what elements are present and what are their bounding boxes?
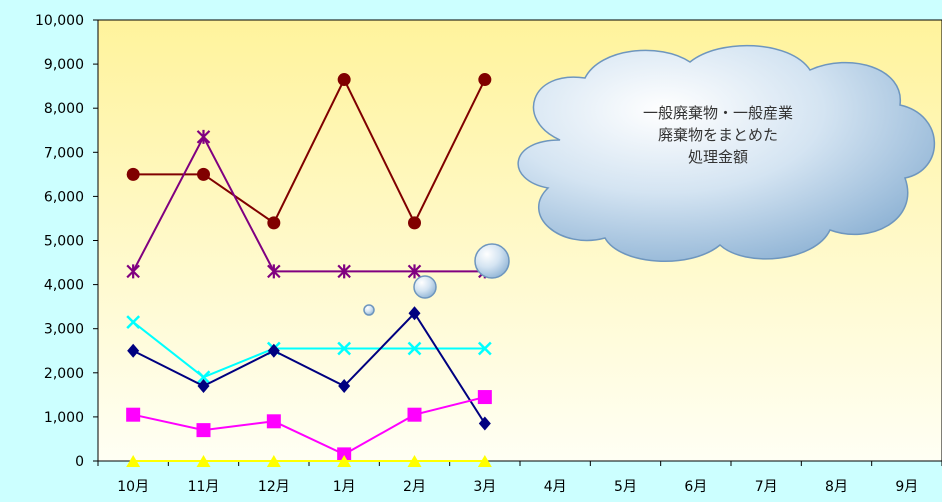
- series-line: [132, 396, 486, 456]
- x-tick-label: 5月: [614, 479, 637, 495]
- data-point: [197, 379, 210, 394]
- cloud-bubble-medium: [413, 275, 437, 299]
- cloud-text-line: 一般廃棄物・一般産業: [643, 104, 793, 122]
- x-tick-label: 8月: [825, 479, 848, 495]
- series-1: [126, 73, 492, 230]
- x-tick-label: 11月: [188, 479, 220, 495]
- x-tick-label: 9月: [895, 479, 918, 495]
- data-point: [337, 73, 351, 87]
- data-point: [196, 370, 211, 385]
- data-point: [196, 455, 211, 467]
- y-tick-label: 7,000: [44, 145, 84, 161]
- series-line: [132, 321, 485, 379]
- y-axis: 0 1,000 2,000 3,000 4,000 5,000 6,000 7,000 8,00…: [35, 13, 98, 470]
- data-point: [407, 264, 422, 279]
- y-tick-label: 6,000: [44, 189, 84, 205]
- cloud-annotation: 一般廃棄物・一般産業廃棄物をまとめた処理金額: [643, 104, 793, 166]
- series-layer: [126, 73, 492, 467]
- cloud-shape: [517, 44, 936, 262]
- cloud-text-line: 廃棄物をまとめた: [658, 126, 778, 144]
- cloud-text-line: 処理金額: [688, 148, 748, 166]
- series-3: [126, 315, 492, 385]
- data-point: [337, 455, 352, 467]
- cloud-bubble-small: [363, 304, 375, 316]
- x-axis: 10月 11月 12月 1月 2月 3月 4月 5月 6月 7月 8月 9月: [97, 461, 942, 495]
- y-tick-label: 1,000: [44, 410, 84, 426]
- y-tick-label: 10,000: [35, 13, 84, 29]
- series-4: [127, 306, 491, 431]
- data-point: [267, 264, 281, 279]
- y-tick-label: 5,000: [44, 234, 84, 250]
- data-point: [408, 216, 421, 230]
- data-point: [196, 129, 211, 144]
- series-line: [133, 77, 486, 226]
- y-tick-label: 9,000: [44, 57, 84, 73]
- data-point: [338, 379, 351, 394]
- x-tick-label: 6月: [684, 479, 707, 495]
- data-point: [196, 423, 211, 438]
- data-point: [337, 341, 352, 356]
- series-6: [126, 455, 492, 467]
- callout-cloud: 一般廃棄物・一般産業廃棄物をまとめた処理金額: [363, 44, 936, 316]
- data-point: [478, 73, 492, 87]
- data-point: [407, 407, 422, 422]
- data-point: [408, 306, 421, 321]
- y-tick-label: 8,000: [44, 101, 84, 117]
- x-tick-label: 4月: [544, 479, 567, 495]
- y-tick-label: 3,000: [44, 322, 84, 338]
- y-tick-label: 2,000: [44, 366, 84, 382]
- data-point: [126, 407, 141, 422]
- data-point: [126, 315, 141, 329]
- x-tick-label: 2月: [403, 479, 426, 495]
- data-point: [126, 455, 141, 467]
- data-point: [337, 264, 351, 279]
- cloud-bubble-large: [474, 243, 510, 279]
- data-point: [407, 341, 422, 356]
- x-tick-label: 7月: [755, 479, 778, 495]
- data-point: [126, 264, 140, 279]
- data-point: [266, 414, 281, 429]
- data-point: [267, 343, 280, 358]
- data-point: [127, 343, 140, 358]
- data-point: [407, 455, 422, 467]
- x-tick-label: 3月: [473, 479, 496, 495]
- data-point: [337, 447, 352, 462]
- series-line: [132, 311, 486, 425]
- data-point: [477, 390, 492, 405]
- y-tick-label: 4,000: [44, 278, 84, 294]
- data-point: [478, 416, 491, 431]
- data-point: [197, 167, 210, 181]
- data-point: [477, 341, 492, 356]
- x-tick-label: 10月: [117, 479, 149, 495]
- data-point: [126, 167, 140, 181]
- data-point: [267, 216, 281, 230]
- data-point: [266, 455, 281, 467]
- y-tick-label: 0: [75, 454, 84, 470]
- series-line: [132, 134, 485, 273]
- data-point: [477, 455, 492, 467]
- x-tick-label: 1月: [333, 479, 356, 495]
- x-tick-label: 12月: [258, 479, 290, 495]
- series-5: [126, 390, 492, 462]
